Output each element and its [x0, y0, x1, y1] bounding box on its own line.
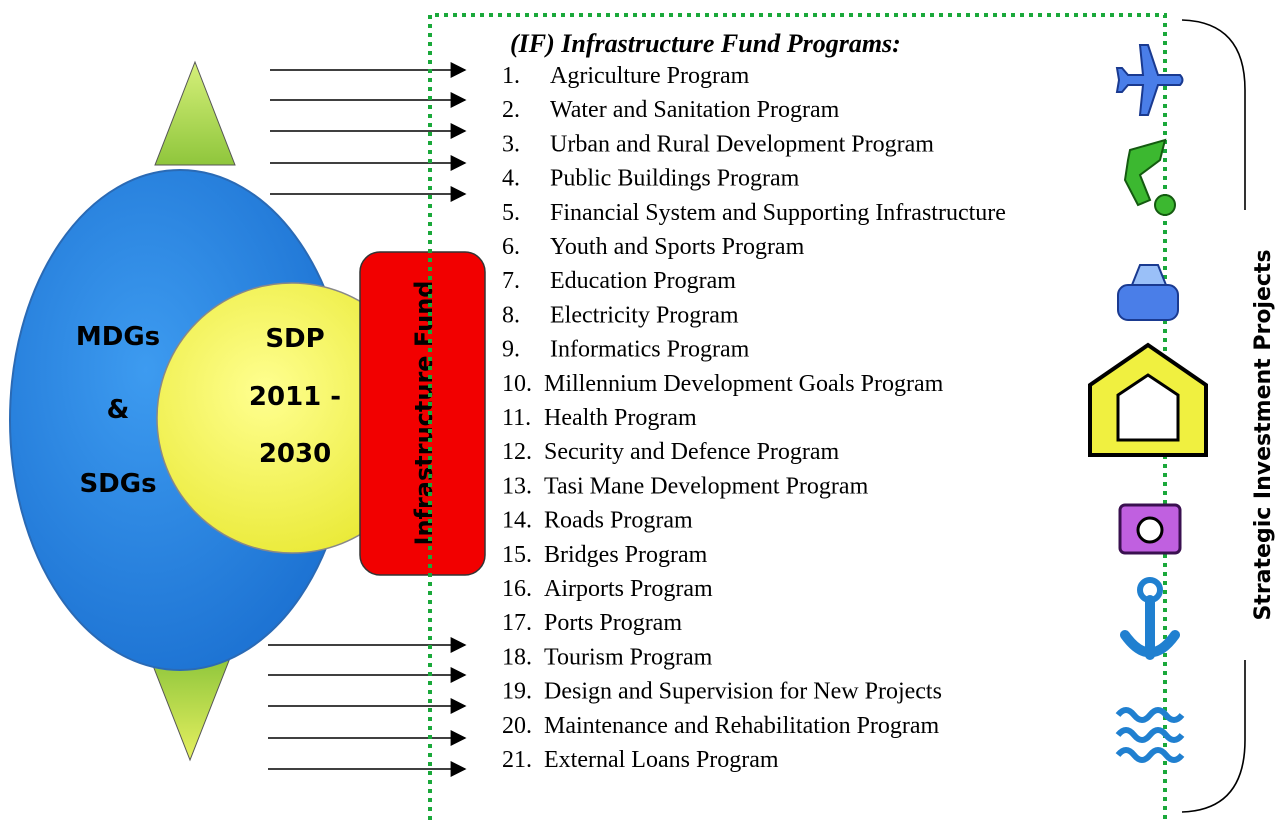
inner-text: 2011 - [249, 382, 341, 412]
outer-text: & [107, 395, 130, 425]
item-number: 16. [502, 576, 532, 602]
item-number: 17. [502, 610, 532, 636]
fund-label: Infrastructure Fund [410, 281, 438, 546]
item-label: Maintenance and Rehabilitation Program [544, 713, 940, 739]
item-number: 20. [502, 713, 532, 739]
up-triangle [154, 60, 236, 166]
item-number: 3. [502, 131, 520, 157]
item-number: 14. [502, 508, 532, 534]
item-number: 8. [502, 302, 520, 328]
item-number: 10. [502, 371, 532, 397]
inner-text: SDP [265, 324, 324, 354]
item-label: Security and Defence Program [544, 439, 840, 465]
item-label: Design and Supervision for New Projects [544, 679, 942, 705]
item-number: 6. [502, 234, 520, 260]
item-number: 11. [502, 405, 531, 431]
bracket [1181, 660, 1246, 813]
down-triangle [149, 657, 231, 762]
item-number: 18. [502, 644, 532, 670]
item-number: 21. [502, 747, 532, 773]
frame [428, 13, 1167, 820]
icons [1088, 44, 1208, 763]
item-number: 19. [502, 679, 532, 705]
item-label: Bridges Program [544, 542, 708, 568]
item-number: 2. [502, 97, 520, 123]
item-label: Airports Program [544, 576, 713, 602]
item-number: 5. [502, 200, 520, 226]
item-number: 15. [502, 542, 532, 568]
list-title: (IF) Infrastructure Fund Programs: [510, 29, 901, 58]
item-label: Urban and Rural Development Program [550, 131, 934, 157]
outer-text: SDGs [79, 469, 156, 499]
item-number: 7. [502, 268, 520, 294]
fund-box [359, 251, 486, 576]
item-label: Health Program [544, 405, 697, 431]
item-label: Millennium Development Goals Program [544, 371, 944, 397]
item-label: Public Buildings Program [550, 166, 800, 192]
item-label: Ports Program [544, 610, 682, 636]
item-label: Electricity Program [550, 302, 739, 328]
item-label: Agriculture Program [550, 63, 750, 89]
item-label: Water and Sanitation Program [550, 97, 840, 123]
item-label: External Loans Program [544, 747, 779, 773]
item-label: Financial System and Supporting Infrastr… [550, 200, 1006, 226]
item-number: 4. [502, 166, 520, 192]
item-label: Tourism Program [544, 644, 713, 670]
item-number: 13. [502, 473, 532, 499]
list: 1. Agriculture Program 2. Water and Sanitat… [502, 63, 1006, 773]
item-label: Roads Program [544, 508, 693, 534]
arrows [268, 62, 467, 777]
side-label: Strategic Investment Projects [1251, 249, 1276, 620]
bracket [1181, 19, 1246, 210]
item-label: Education Program [550, 268, 736, 294]
item-label: Informatics Program [550, 337, 750, 363]
item-number: 1. [502, 63, 520, 89]
item-number: 12. [502, 439, 532, 465]
item-number: 9. [502, 337, 520, 363]
item-label: Youth and Sports Program [550, 234, 805, 260]
item-label: Tasi Mane Development Program [544, 473, 869, 499]
outer-text: MDGs [76, 322, 160, 352]
inner-text: 2030 [259, 439, 331, 469]
